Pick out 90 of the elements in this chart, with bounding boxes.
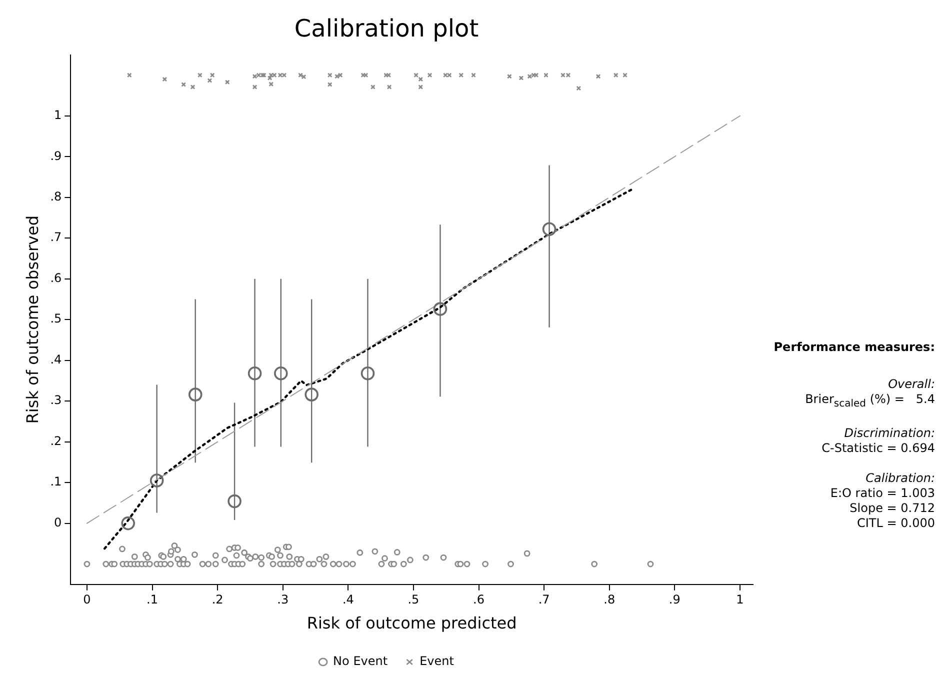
chart-title: Calibration plot: [294, 14, 479, 43]
point: [150, 474, 164, 488]
x-tick-label: .4: [342, 592, 354, 607]
text: Slope = 0.712: [848, 501, 935, 516]
point: [126, 72, 132, 78]
point: [248, 366, 262, 380]
point: [252, 84, 258, 90]
x-axis-title: Risk of outcome predicted: [306, 614, 517, 633]
point: [197, 72, 202, 78]
y-tick-label: .6: [50, 270, 62, 285]
x-tick-label: .2: [212, 592, 224, 607]
point: [334, 74, 340, 79]
point: [613, 72, 618, 78]
point: [181, 82, 186, 88]
point: [338, 72, 343, 78]
point: [560, 72, 566, 78]
text: Overall:: [887, 377, 935, 392]
y-tick-label: .8: [50, 190, 62, 204]
point: [414, 72, 419, 78]
point: [506, 74, 512, 79]
point: [188, 388, 202, 402]
point: [327, 82, 332, 88]
y-tick-label: 0: [54, 515, 62, 530]
point: [278, 72, 283, 78]
y-tick-label: .5: [50, 312, 62, 326]
point: [471, 72, 476, 78]
x-tick-label: .8: [604, 592, 616, 607]
x-tick-label: .7: [538, 592, 550, 607]
y-axis-title: Risk of outcome observed: [22, 215, 42, 424]
point: [386, 84, 392, 90]
x-tick-label: .1: [146, 592, 158, 607]
point: [442, 72, 448, 78]
point: [228, 494, 242, 508]
point: [458, 72, 464, 78]
point: [446, 72, 452, 78]
legend-label: No Event: [333, 654, 388, 668]
x-tick-label: .5: [408, 592, 420, 607]
y-tick-label: .4: [50, 352, 62, 366]
point: [518, 76, 524, 80]
point: [298, 72, 303, 78]
point: [360, 366, 375, 380]
point: [433, 302, 448, 316]
y-tick-label: 1: [54, 108, 62, 122]
text: Performance measures:: [774, 340, 935, 355]
point: [360, 72, 366, 78]
text: E:O ratio = 1.003: [829, 486, 935, 502]
point: [256, 72, 262, 78]
point: [224, 80, 230, 85]
y-tick-label: .7: [50, 230, 62, 244]
y-tick-label: .2: [50, 434, 62, 448]
point: [596, 74, 601, 79]
x-tick-label: 0: [83, 592, 91, 607]
text: C-Statistic = 0.694: [820, 441, 935, 456]
point: [427, 72, 432, 78]
point: [301, 74, 306, 80]
point: [370, 84, 376, 90]
point: [162, 76, 168, 82]
x-tick-label: .3: [277, 592, 289, 607]
y-tick-label: .3: [50, 393, 62, 408]
text: Calibration:: [864, 471, 935, 486]
point: [386, 72, 392, 78]
y-tick-label: .1: [50, 474, 62, 489]
point: [527, 74, 532, 79]
point: [418, 84, 424, 90]
point: [121, 516, 136, 530]
point: [304, 388, 318, 402]
point: [542, 222, 556, 236]
point: [622, 72, 628, 78]
point: [576, 86, 582, 91]
point: [282, 72, 287, 78]
line-series: [104, 188, 634, 550]
y-tick-label: .9: [50, 148, 62, 163]
point: [363, 72, 368, 78]
point: [327, 72, 332, 78]
point: [531, 72, 536, 78]
x-tick-label: .9: [668, 592, 680, 607]
point: [544, 72, 548, 78]
text: Discrimination:: [843, 426, 935, 442]
text: CITL = 0.000: [856, 516, 935, 532]
x-tick-label: .6: [473, 592, 484, 607]
point: [274, 366, 288, 380]
point: [252, 74, 258, 79]
x-tick-label: 1: [736, 592, 744, 607]
point: [534, 72, 539, 78]
legend-label: Event: [420, 654, 454, 668]
point: [418, 76, 424, 82]
point: [566, 72, 571, 78]
text: Brier$_{scaled}$ (%) = 5.4: [804, 392, 935, 412]
point: [190, 84, 196, 90]
point: [384, 72, 388, 78]
